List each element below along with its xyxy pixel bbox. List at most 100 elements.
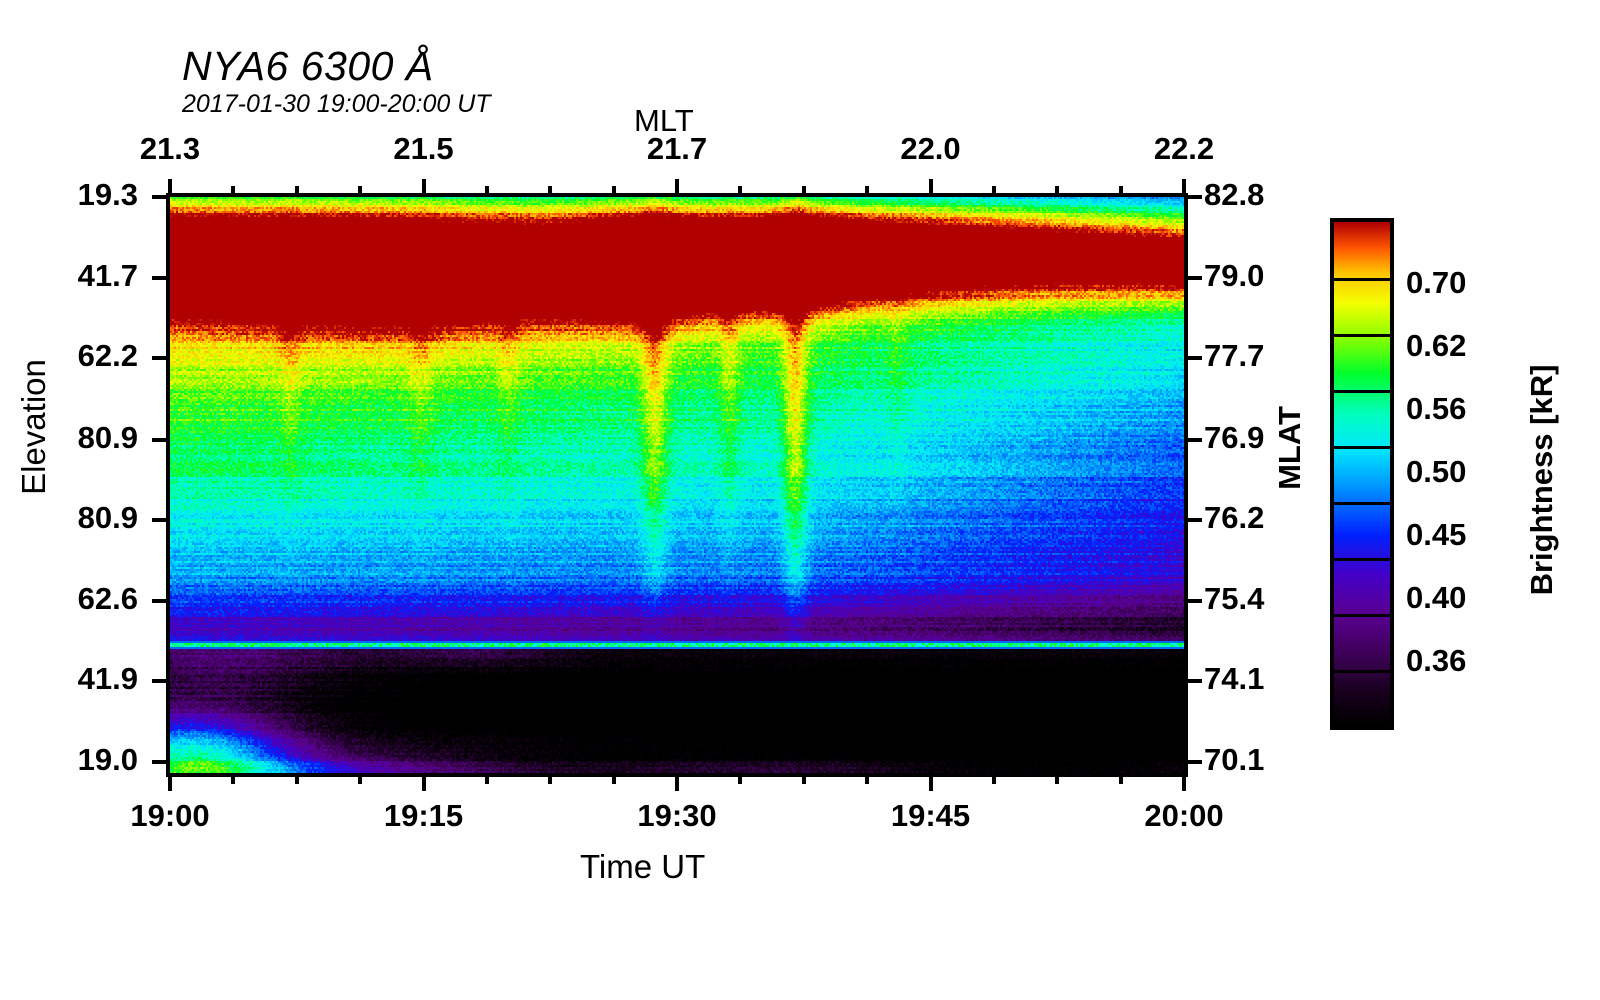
y-left-tick-label: 19.0 bbox=[77, 741, 138, 777]
x-bottom-tick-label: 19:30 bbox=[637, 798, 717, 833]
y-right-tick-label: 79.0 bbox=[1204, 257, 1265, 293]
x-top-tick-label: 22.2 bbox=[1153, 131, 1215, 166]
x-bottom-minor-tick bbox=[991, 773, 996, 784]
x-bottom-minor-tick bbox=[738, 773, 743, 784]
x-top-minor-tick bbox=[1055, 186, 1060, 197]
y-right-tick bbox=[1184, 275, 1202, 280]
x-bottom-tick bbox=[675, 773, 679, 791]
x-bottom-minor-tick bbox=[294, 773, 299, 784]
x-top-minor-tick bbox=[231, 186, 236, 197]
x-top-tick bbox=[421, 179, 426, 197]
x-bottom-tick bbox=[928, 773, 933, 791]
y-right-tick bbox=[1184, 438, 1202, 442]
colorbar bbox=[1334, 222, 1394, 726]
x-top-minor-tick bbox=[738, 186, 743, 197]
x-bottom-axis-title: Time UT bbox=[580, 848, 706, 885]
y-left-tick-label: 80.9 bbox=[77, 420, 138, 455]
y-left-tick bbox=[152, 599, 170, 603]
x-top-minor-tick bbox=[1118, 186, 1123, 197]
y-left-tick bbox=[152, 679, 170, 683]
colorbar-segment-divider bbox=[1334, 614, 1390, 617]
x-top-minor-tick bbox=[611, 186, 616, 197]
y-left-tick-label: 19.3 bbox=[77, 177, 138, 212]
x-top-minor-tick bbox=[865, 186, 870, 197]
x-bottom-minor-tick bbox=[484, 773, 489, 784]
x-top-minor-tick bbox=[801, 186, 806, 197]
x-top-minor-tick bbox=[358, 186, 363, 197]
y-left-tick bbox=[152, 518, 170, 523]
y-left-tick bbox=[152, 195, 170, 199]
colorbar-tick-label: 0.62 bbox=[1406, 328, 1467, 363]
colorbar-title: Brightness [kR] bbox=[1524, 364, 1559, 596]
y-left-tick-label: 62.2 bbox=[77, 337, 138, 373]
y-left-tick-label: 62.6 bbox=[77, 581, 138, 616]
x-bottom-tick bbox=[168, 773, 172, 791]
title-block: NYA6 6300 Å 2017-01-30 19:00-20:00 UT bbox=[182, 44, 782, 118]
x-bottom-minor-tick bbox=[1118, 773, 1123, 784]
x-bottom-tick bbox=[421, 773, 426, 791]
colorbar-segment-divider bbox=[1334, 502, 1390, 505]
y-right-tick-label: 74.1 bbox=[1204, 661, 1265, 696]
colorbar-tick-label: 0.40 bbox=[1406, 580, 1467, 615]
y-right-tick-label: 82.8 bbox=[1204, 177, 1265, 212]
x-bottom-minor-tick bbox=[548, 773, 553, 784]
keogram-plot-area bbox=[170, 197, 1184, 773]
y-left-tick bbox=[152, 355, 170, 360]
x-top-tick-label: 21.3 bbox=[139, 131, 201, 166]
y-left-tick-label: 80.9 bbox=[77, 500, 138, 536]
colorbar-tick-label: 0.50 bbox=[1406, 454, 1467, 489]
x-bottom-tick-label: 20:00 bbox=[1144, 798, 1224, 833]
colorbar-segment-divider bbox=[1334, 334, 1390, 337]
y-right-tick bbox=[1184, 518, 1202, 523]
y-right-tick bbox=[1184, 759, 1202, 764]
y-left-tick bbox=[152, 275, 170, 280]
colorbar-tick-label: 0.56 bbox=[1406, 391, 1467, 426]
x-top-minor-tick bbox=[484, 186, 489, 197]
y-left-tick-label: 41.7 bbox=[77, 257, 138, 293]
y-right-tick bbox=[1184, 599, 1202, 603]
colorbar-tick-label: 0.70 bbox=[1406, 265, 1467, 300]
x-top-tick bbox=[168, 179, 172, 197]
page-subtitle: 2017-01-30 19:00-20:00 UT bbox=[182, 90, 491, 118]
x-top-tick-label: 21.7 bbox=[646, 131, 708, 166]
y-right-tick-label: 76.9 bbox=[1204, 420, 1265, 455]
colorbar-segment-divider bbox=[1334, 278, 1390, 281]
x-top-tick-label: 21.5 bbox=[393, 131, 454, 166]
x-top-tick bbox=[928, 179, 933, 197]
y-right-tick bbox=[1184, 195, 1202, 199]
y-right-tick-label: 77.7 bbox=[1204, 337, 1265, 373]
y-left-tick bbox=[152, 759, 170, 764]
x-bottom-tick-label: 19:15 bbox=[383, 798, 464, 833]
colorbar-segment-divider bbox=[1334, 670, 1390, 673]
x-bottom-minor-tick bbox=[801, 773, 806, 784]
page-title: NYA6 6300 Å bbox=[182, 43, 434, 89]
colorbar-segment-divider bbox=[1334, 558, 1390, 561]
y-left-tick bbox=[152, 438, 170, 442]
x-top-minor-tick bbox=[991, 186, 996, 197]
x-bottom-minor-tick bbox=[611, 773, 616, 784]
x-bottom-tick-label: 19:45 bbox=[890, 798, 971, 833]
y-right-tick-label: 75.4 bbox=[1204, 581, 1265, 616]
x-bottom-minor-tick bbox=[358, 773, 363, 784]
y-left-tick-label: 41.9 bbox=[77, 661, 138, 696]
y-right-tick bbox=[1184, 679, 1202, 683]
y-right-tick bbox=[1184, 355, 1202, 360]
x-bottom-minor-tick bbox=[1055, 773, 1060, 784]
x-top-tick bbox=[1182, 179, 1186, 197]
keogram-image bbox=[170, 197, 1184, 773]
x-bottom-tick bbox=[1182, 773, 1186, 791]
colorbar-tick-label: 0.36 bbox=[1406, 643, 1467, 678]
x-top-tick-label: 22.0 bbox=[900, 131, 961, 166]
x-top-minor-tick bbox=[294, 186, 299, 197]
colorbar-segment-divider bbox=[1334, 390, 1390, 393]
x-bottom-minor-tick bbox=[865, 773, 870, 784]
colorbar-tick-label: 0.45 bbox=[1406, 517, 1467, 552]
x-top-minor-tick bbox=[548, 186, 553, 197]
y-right-tick-label: 76.2 bbox=[1204, 500, 1265, 536]
x-bottom-tick-label: 19:00 bbox=[130, 798, 210, 833]
x-top-tick bbox=[675, 179, 679, 197]
y-right-tick-label: 70.1 bbox=[1204, 741, 1265, 777]
colorbar-gradient bbox=[1334, 222, 1390, 726]
x-bottom-minor-tick bbox=[231, 773, 236, 784]
